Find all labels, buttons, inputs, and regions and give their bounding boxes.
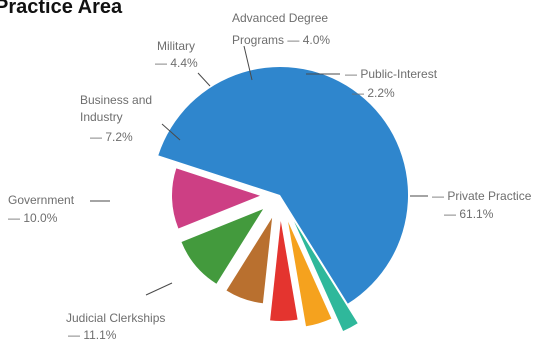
- slice-label-advanced-degree-programs: Advanced Degree Programs — 4.0%: [232, 11, 330, 81]
- pie-slice-military: [270, 221, 298, 321]
- slice-label-public-interest: — Public-Interest — 2.2%: [306, 67, 438, 100]
- svg-text:Programs — 4.0%: Programs — 4.0%: [232, 33, 330, 47]
- slice-label-business-and-industry: Business and Industry — 7.2%: [80, 93, 181, 144]
- chart-title: Practice Area: [0, 0, 123, 18]
- svg-text:— 11.1%: — 11.1%: [68, 328, 117, 341]
- pie-slice-advanced-degree-programs: [288, 221, 332, 327]
- slice-value-judicial-clerkships: 11.1%: [83, 328, 116, 341]
- slice-name-private-practice: Private Practice: [447, 189, 531, 203]
- svg-text:Industry: Industry: [80, 110, 123, 124]
- slice-value-public-interest: 2.2%: [367, 86, 395, 100]
- svg-text:Advanced Degree: Advanced Degree: [232, 11, 328, 25]
- svg-text:— 10.0%: — 10.0%: [8, 211, 58, 225]
- svg-text:— 61.1%: — 61.1%: [444, 207, 494, 221]
- slice-label-government: Government — 10.0%: [8, 193, 110, 225]
- pie-slices: [158, 67, 409, 331]
- slice-label-military: Military — 4.4%: [155, 39, 211, 87]
- slice-value-private-practice: 61.1%: [459, 207, 493, 221]
- pie-slice-private-practice: [158, 67, 409, 304]
- slice-value-military: 4.4%: [170, 56, 198, 70]
- svg-text:— Private Practice: — Private Practice: [432, 189, 532, 203]
- slice-value-government: 10.0%: [23, 211, 57, 225]
- pie-slice-public-interest: [294, 221, 358, 331]
- slice-label-private-practice: — Private Practice — 61.1%: [410, 189, 532, 221]
- pie-slice-business-and-industry: [226, 217, 273, 304]
- svg-text:— Public-Interest: — Public-Interest: [345, 67, 438, 81]
- pie-slice-government: [181, 209, 264, 284]
- slice-name-judicial-clerkships: Judicial Clerkships: [66, 311, 165, 325]
- slice-value-business-and-industry: 7.2%: [105, 130, 133, 144]
- slice-label-judicial-clerkships: Judicial Clerkships — 11.1%: [66, 282, 173, 341]
- slice-name-public-interest: Public-Interest: [360, 67, 437, 81]
- svg-text:— 4.4%: — 4.4%: [155, 56, 198, 70]
- slice-name-government: Government: [8, 193, 75, 207]
- slice-value-advanced-degree-programs: 4.0%: [303, 33, 331, 47]
- svg-text:— 2.2%: — 2.2%: [352, 86, 395, 100]
- svg-text:Business and: Business and: [80, 93, 152, 107]
- svg-text:— 7.2%: — 7.2%: [90, 130, 133, 144]
- pie-slice-judicial-clerkships: [172, 168, 260, 229]
- slice-name-military: Military: [157, 39, 195, 53]
